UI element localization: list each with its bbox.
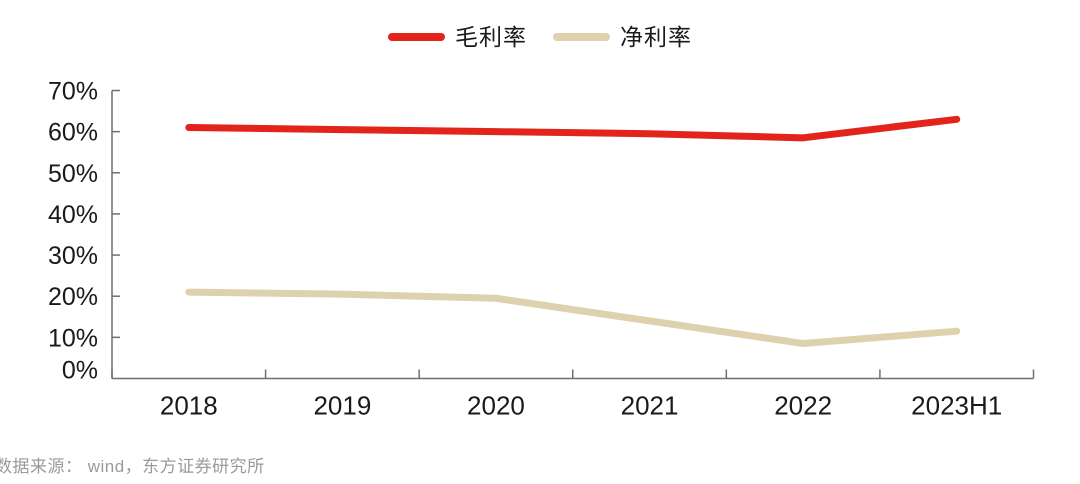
gross-margin-legend-label: 毛利率 (455, 24, 527, 50)
y-tick-label: 70% (48, 78, 98, 106)
x-tick-label: 2020 (467, 391, 525, 421)
net-margin-line-swatch (553, 33, 610, 41)
x-tick-label: 2023H1 (911, 391, 1002, 421)
net-margin-legend-label: 净利率 (620, 24, 692, 50)
x-tick-label: 2019 (313, 391, 371, 421)
x-tick-label: 2018 (160, 391, 218, 421)
chart-legend: 毛利率 净利率 (0, 23, 1080, 51)
series-line-1 (185, 288, 961, 348)
data-source-note: 数据来源： wind，东方证券研究所 (0, 457, 265, 476)
y-tick-label: 50% (48, 160, 98, 188)
y-tick-label: 0% (62, 357, 98, 385)
x-tick-label: 2021 (621, 391, 679, 421)
y-tick-label: 60% (48, 119, 98, 147)
y-tick-label: 20% (48, 283, 98, 311)
legend-item-gross-margin: 毛利率 (388, 23, 527, 51)
series-line-0 (185, 115, 961, 142)
y-tick-label: 30% (48, 242, 98, 270)
gross-margin-line-swatch (388, 33, 445, 41)
x-tick-label: 2022 (774, 391, 832, 421)
y-tick-label: 10% (48, 324, 98, 352)
y-tick-label: 40% (48, 201, 98, 229)
legend-item-net-margin: 净利率 (553, 23, 692, 51)
